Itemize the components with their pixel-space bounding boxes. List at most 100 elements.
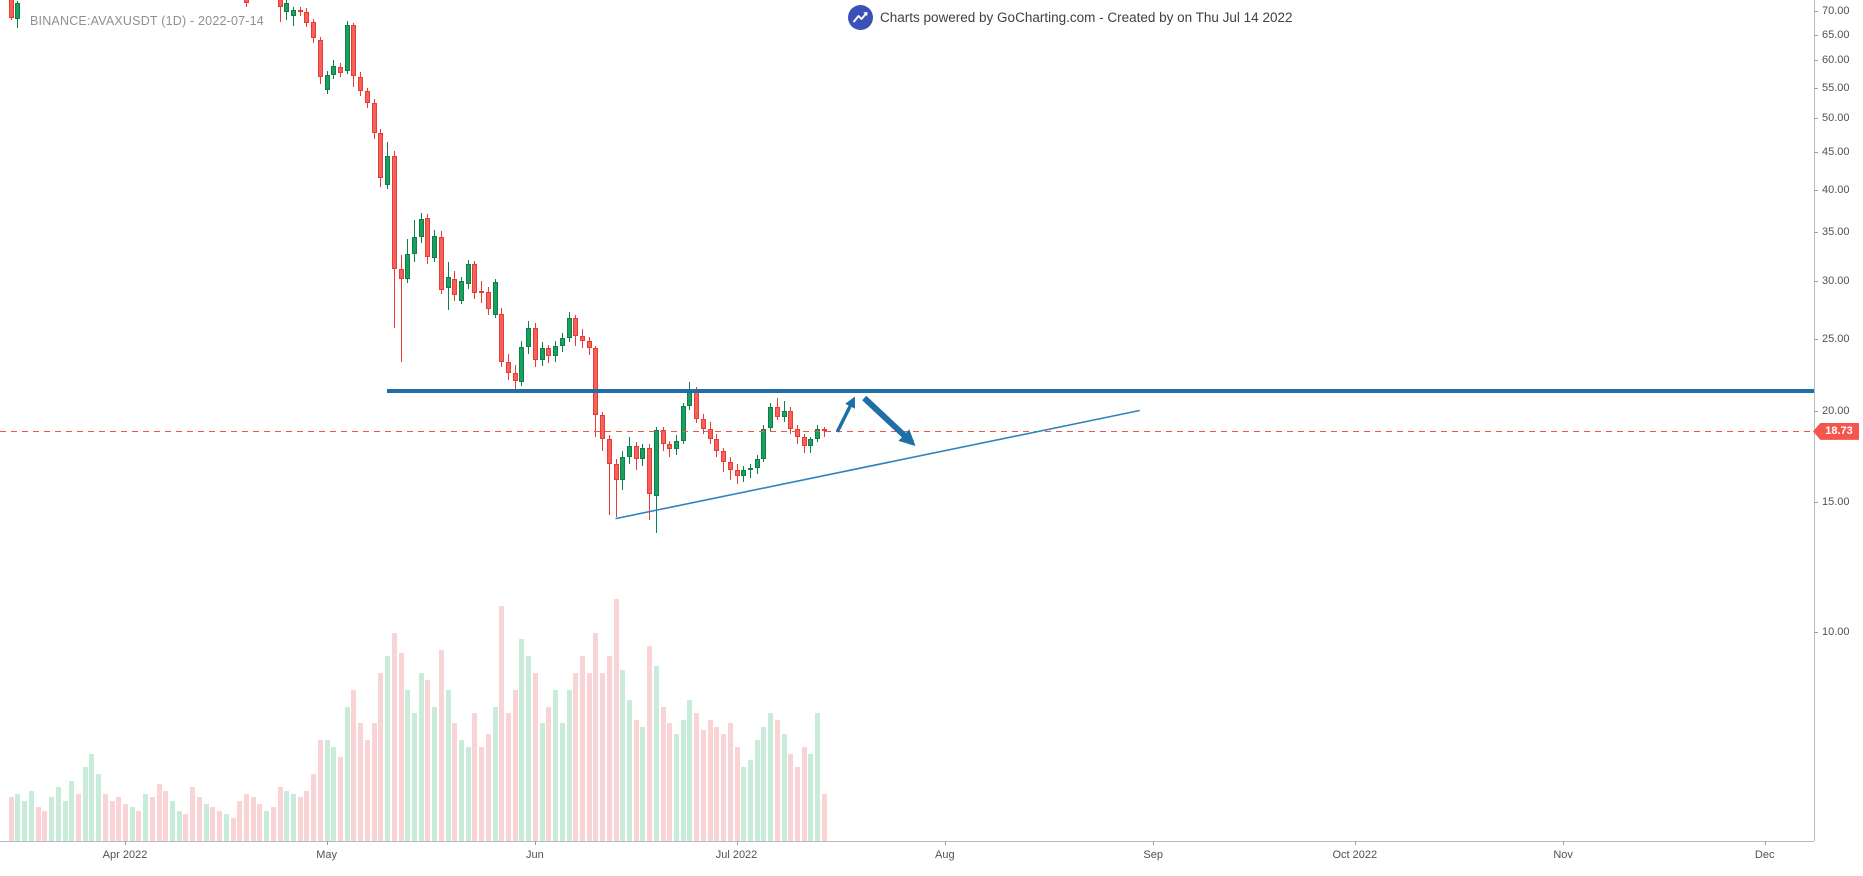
- volume-bar: [122, 804, 128, 841]
- volume-bar: [653, 666, 659, 841]
- candle-body: [680, 405, 686, 441]
- price-tick-label: 45.00: [1822, 145, 1850, 158]
- symbol-title: BINANCE:AVAXUSDT (1D) - 2022-07-14: [30, 14, 264, 28]
- volume-bar: [700, 730, 706, 841]
- candle-body: [525, 328, 531, 348]
- volume-bar: [720, 733, 726, 841]
- month-tick: [534, 841, 536, 845]
- price-tick-label: 20.00: [1822, 404, 1850, 417]
- volume-bar: [525, 656, 531, 841]
- volume-bar: [498, 605, 504, 841]
- candle-body: [586, 340, 592, 349]
- volume-bar: [572, 673, 578, 841]
- candle-body: [619, 456, 625, 480]
- price-tick: [1814, 60, 1818, 62]
- price-tick-label: 15.00: [1822, 496, 1850, 509]
- candle-body: [451, 279, 457, 296]
- volume-bar: [478, 746, 484, 841]
- volume-bar: [626, 699, 632, 841]
- candle-wick: [400, 254, 402, 362]
- volume-bar: [41, 810, 47, 841]
- volume-bar: [21, 800, 27, 841]
- candle-body: [344, 25, 350, 71]
- candle-body: [713, 438, 719, 452]
- volume-bar: [223, 814, 229, 841]
- volume-bar: [196, 797, 202, 841]
- volume-bar: [411, 713, 417, 841]
- volume-bar: [814, 713, 820, 841]
- month-label: Oct 2022: [1332, 849, 1378, 861]
- candle-body: [445, 277, 451, 288]
- month-tick: [736, 841, 738, 845]
- candle-body: [606, 438, 612, 465]
- volume-bar: [250, 797, 256, 841]
- volume-bar: [747, 760, 753, 841]
- credit-text: Charts powered by GoCharting.com - Creat…: [880, 10, 1293, 25]
- volume-bar: [613, 599, 619, 841]
- chart-plot-area[interactable]: [0, 0, 1814, 841]
- volume-bar: [492, 706, 498, 841]
- candle-body: [653, 430, 659, 496]
- candle-body: [774, 407, 780, 417]
- volume-bar: [599, 673, 605, 841]
- price-tick: [1814, 339, 1818, 341]
- volume-bar: [566, 689, 572, 841]
- volume-bar: [606, 656, 612, 841]
- volume-bar: [324, 740, 330, 841]
- price-tick-label: 10.00: [1822, 625, 1850, 638]
- candle-body: [398, 268, 404, 280]
- candle-body: [384, 155, 390, 185]
- month-tick: [1563, 841, 1565, 845]
- candle-body: [350, 25, 356, 77]
- volume-bar: [277, 787, 283, 841]
- candle-body: [371, 103, 377, 133]
- volume-bar: [740, 767, 746, 841]
- price-tick: [1814, 34, 1818, 36]
- candle-body: [357, 76, 363, 91]
- volume-bar: [458, 740, 464, 841]
- price-tick-label: 35.00: [1822, 226, 1850, 238]
- price-tick: [1814, 151, 1818, 153]
- candle-body: [478, 290, 484, 293]
- candle-body: [364, 90, 370, 104]
- candle-body: [673, 440, 679, 450]
- volume-bar: [767, 713, 773, 841]
- volume-bar: [256, 804, 262, 841]
- volume-bar: [303, 790, 309, 841]
- month-tick: [944, 841, 946, 845]
- candle-wick: [279, 0, 281, 22]
- volume-bar: [438, 649, 444, 841]
- candle-body: [310, 21, 316, 39]
- month-label: Dec: [1754, 849, 1775, 861]
- volume-bar: [807, 753, 813, 841]
- candle-body: [734, 469, 740, 476]
- month-label: Nov: [1553, 849, 1573, 861]
- volume-bar: [693, 713, 699, 841]
- price-tick-label: 25.00: [1822, 333, 1850, 346]
- volume-bar: [794, 767, 800, 841]
- candle-body: [404, 253, 410, 280]
- candle-body: [626, 445, 632, 457]
- volume-bar: [532, 673, 538, 841]
- candle-body: [458, 281, 464, 301]
- volume-bar: [518, 639, 524, 841]
- price-axis-line: [1814, 0, 1815, 841]
- candle-body: [707, 428, 713, 439]
- candle-body: [418, 218, 424, 237]
- volume-bar: [384, 656, 390, 841]
- price-tick-label: 55.00: [1822, 81, 1850, 94]
- volume-bar: [579, 656, 585, 841]
- volume-bar: [337, 757, 343, 841]
- volume-bar: [8, 797, 14, 841]
- price-tick: [1814, 87, 1818, 89]
- volume-bar: [95, 773, 101, 841]
- candle-body: [572, 318, 578, 336]
- volume-bar: [821, 794, 827, 841]
- candle-wick: [608, 435, 610, 516]
- candle-body: [518, 347, 524, 382]
- month-tick: [1153, 841, 1155, 845]
- volume-bar: [102, 794, 108, 841]
- volume-bar: [451, 723, 457, 841]
- volume-bar: [357, 723, 363, 841]
- volume-bar: [270, 807, 276, 841]
